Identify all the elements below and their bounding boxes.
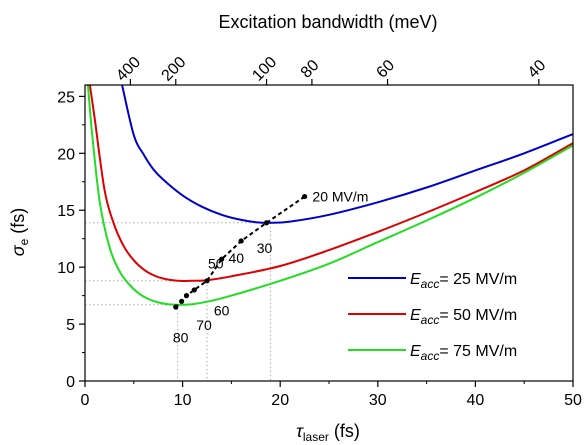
top-tick-label: 100 <box>249 54 280 85</box>
top-tick-label: 400 <box>113 54 144 85</box>
optimum-label: 30 <box>257 240 273 256</box>
optimum-label: 40 <box>228 250 244 266</box>
guide-lines <box>85 222 271 381</box>
optimum-point <box>191 287 197 293</box>
optimum-label: 80 <box>173 330 189 346</box>
top-tick-label: 200 <box>159 54 190 85</box>
x-tick-label: 50 <box>564 392 582 409</box>
optimum-point <box>179 298 185 304</box>
optimum-label: 60 <box>214 302 230 318</box>
plot-border <box>84 84 574 382</box>
optimum-label: 20 MV/m <box>312 189 368 205</box>
plot-frame <box>84 84 574 382</box>
x-tick-label: 30 <box>369 392 387 409</box>
series-line-1 <box>121 85 573 224</box>
legend-label-1: Eacc= 25 MV/m <box>410 271 517 291</box>
optimum-point <box>263 220 270 226</box>
optimum-label: 70 <box>196 317 212 333</box>
top-axis-title: Excitation bandwidth (meV) <box>218 12 437 32</box>
optimum-label: 50 <box>208 256 224 272</box>
optimum-point <box>183 293 190 299</box>
optimum-point <box>173 304 179 310</box>
x-tick-label: 20 <box>271 392 289 409</box>
y-tick-label: 20 <box>57 146 75 163</box>
y-axis-title: σe (fs) <box>8 208 31 257</box>
optimum-point <box>219 256 225 262</box>
optimum-point <box>302 193 308 200</box>
top-tick-label: 40 <box>525 57 550 82</box>
optimum-point <box>238 238 244 244</box>
legend: Eacc= 25 MV/m Eacc= 50 MV/m Eacc= 75 MV/m <box>348 271 517 363</box>
optimum-point <box>204 278 210 284</box>
legend-label-3: Eacc= 75 MV/m <box>410 343 517 363</box>
x-tick-label: 40 <box>467 392 485 409</box>
y-tick-label: 15 <box>57 203 75 220</box>
series-line-2 <box>88 85 573 283</box>
legend-label-2: Eacc= 50 MV/m <box>410 307 517 327</box>
ticks <box>79 79 574 387</box>
x-tick-label: 0 <box>81 392 90 409</box>
x-tick-label: 10 <box>174 392 192 409</box>
y-tick-label: 10 <box>57 260 75 277</box>
y-tick-label: 25 <box>57 89 75 106</box>
top-tick-label: 60 <box>373 57 398 82</box>
top-tick-label: 80 <box>298 57 323 82</box>
y-tick-label: 0 <box>66 374 75 391</box>
x-axis-title: τlaser (fs) <box>296 421 360 444</box>
optimum-dashed-line <box>175 195 306 308</box>
y-tick-label: 5 <box>66 317 75 334</box>
